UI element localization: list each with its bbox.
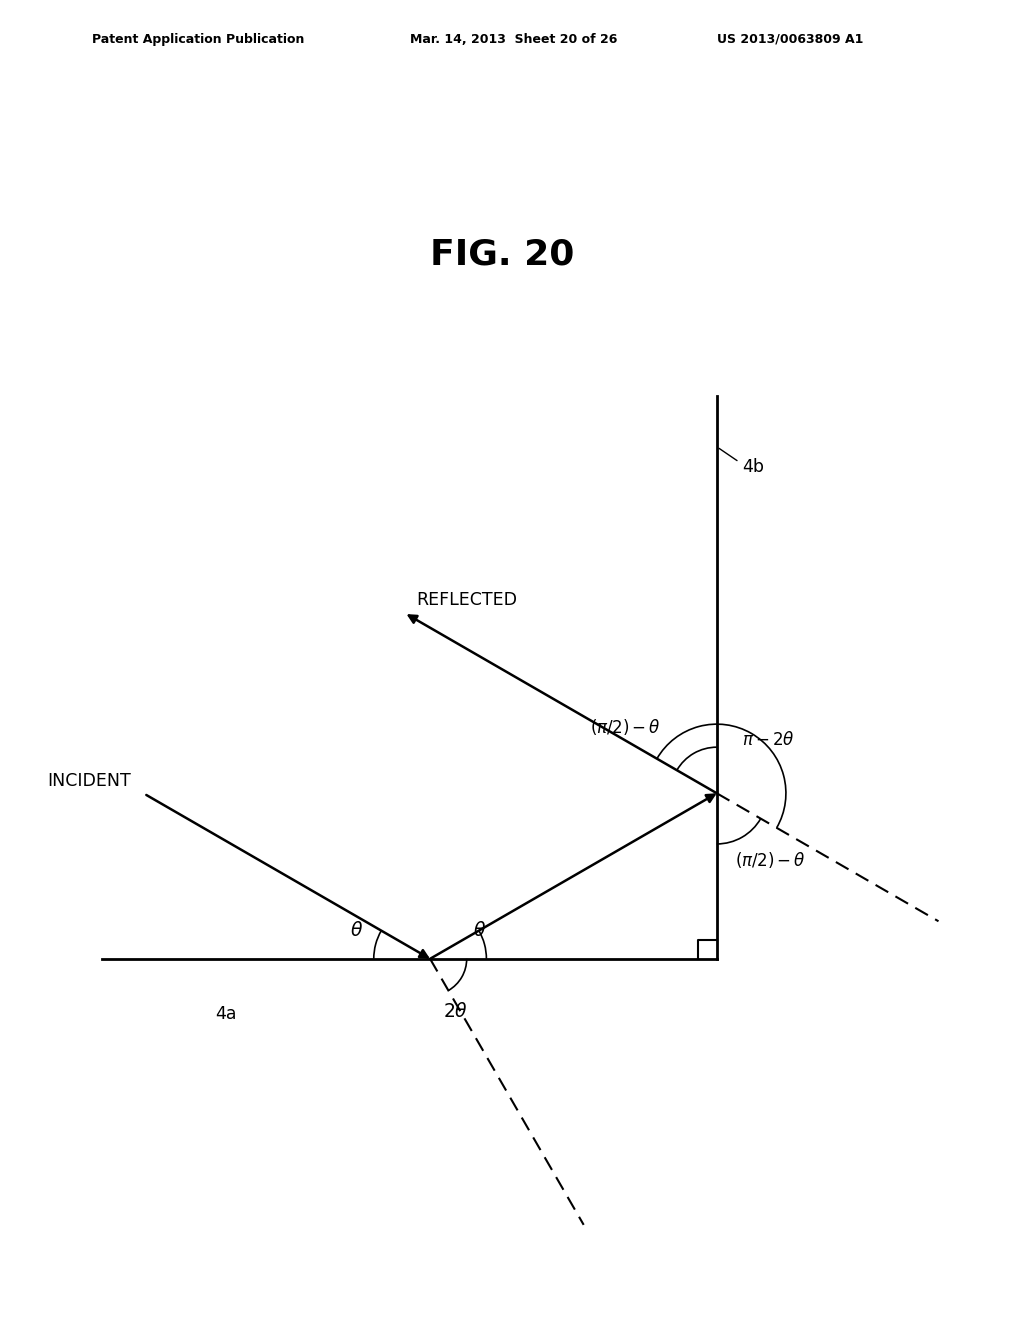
Text: $2\theta$: $2\theta$ [443,1002,468,1020]
Text: Patent Application Publication: Patent Application Publication [92,33,304,46]
Text: FIG. 20: FIG. 20 [430,238,574,272]
Text: $(\pi/2)-\theta$: $(\pi/2)-\theta$ [735,850,806,870]
Text: $\theta$: $\theta$ [473,921,485,940]
Text: US 2013/0063809 A1: US 2013/0063809 A1 [717,33,863,46]
Text: $\pi-2\theta$: $\pi-2\theta$ [742,731,796,748]
Text: $(\pi/2)-\theta$: $(\pi/2)-\theta$ [590,717,660,737]
Text: INCIDENT: INCIDENT [47,772,131,789]
Text: $\theta$: $\theta$ [350,921,362,940]
Text: REFLECTED: REFLECTED [417,591,518,609]
Text: Mar. 14, 2013  Sheet 20 of 26: Mar. 14, 2013 Sheet 20 of 26 [410,33,617,46]
Text: 4a: 4a [215,1005,237,1023]
Text: 4b: 4b [742,458,764,477]
